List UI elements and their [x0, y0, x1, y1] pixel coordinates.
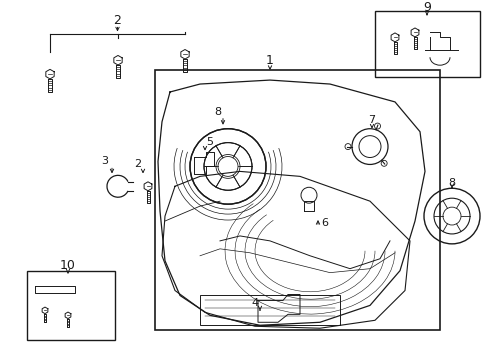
Text: 8: 8 [447, 178, 455, 188]
Bar [27, 271, 115, 340]
Text: 1: 1 [265, 54, 273, 67]
Text: 5: 5 [206, 136, 213, 147]
Text: 9: 9 [422, 1, 430, 14]
Text: 8: 8 [214, 107, 221, 117]
Text: 2: 2 [134, 159, 141, 170]
Text: 10: 10 [60, 259, 76, 272]
Bar [155, 70, 439, 330]
Bar [374, 10, 479, 77]
Text: 2: 2 [113, 14, 121, 27]
Text: 7: 7 [367, 115, 375, 125]
Text: 6: 6 [321, 218, 328, 228]
Text: 3: 3 [102, 157, 108, 166]
Bar [200, 296, 339, 325]
Text: 4: 4 [251, 298, 258, 309]
